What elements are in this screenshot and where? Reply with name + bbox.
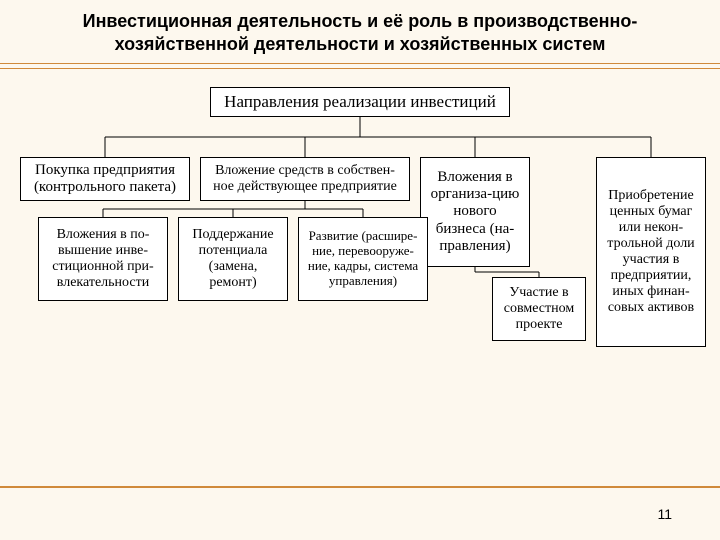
node-c2c: Развитие (расшире-ние, перевооруже-ние, … — [298, 217, 428, 301]
bottom-divider — [0, 486, 720, 490]
diagram-area: Направления реализации инвестиций Покупка… — [0, 87, 720, 467]
node-c3: Вложения в организа-цию нового бизнеса (… — [420, 157, 530, 267]
page-number: 11 — [657, 506, 672, 522]
node-c2b: Поддержание потенциала (замена, ремонт) — [178, 217, 288, 301]
node-c1: Покупка предприятия (контрольного пакета… — [20, 157, 190, 201]
node-root: Направления реализации инвестиций — [210, 87, 510, 117]
node-c3a: Участие в совместном проекте — [492, 277, 586, 341]
node-c4: Приобретение ценных бумаг или некон-трол… — [596, 157, 706, 347]
page-title: Инвестиционная деятельность и её роль в … — [0, 0, 720, 61]
node-c2a: Вложения в по-вышение инве-стиционной пр… — [38, 217, 168, 301]
top-divider — [0, 63, 720, 69]
node-c2: Вложение средств в собствен-ное действую… — [200, 157, 410, 201]
